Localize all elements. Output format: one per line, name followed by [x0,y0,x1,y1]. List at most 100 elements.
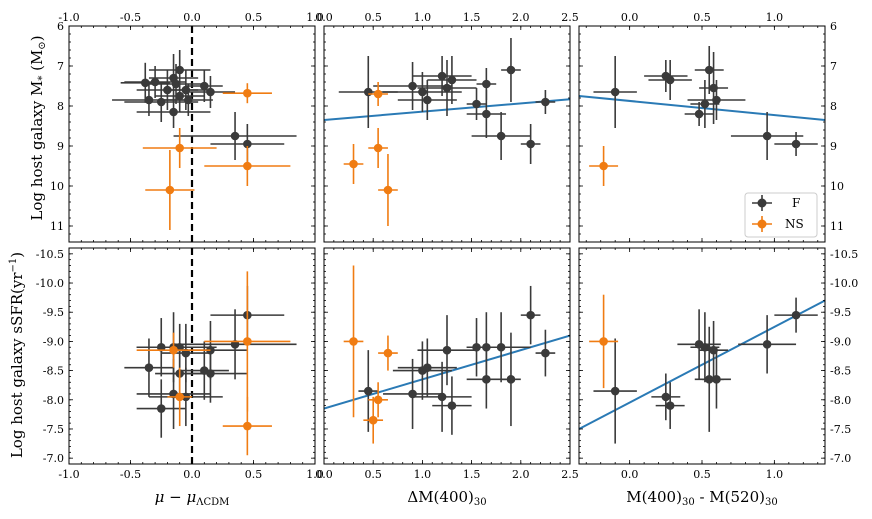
y-tick-label: -8.0 [43,394,64,407]
x-tick-label-top: -0.5 [120,11,141,24]
x-tick-label: 1.5 [463,468,481,481]
point-NS [243,88,252,98]
panel-frame [323,25,571,243]
point-F [541,97,550,107]
point-F [661,392,671,402]
panel-bottom-middle: 0.0 0.5 1.0 1.5 2.0 2.5 [315,247,579,481]
plot-area [579,46,825,186]
panel-bottom-left: -1.0 -0.5 0.0 0.5 1.0 -10.5 -10.0 -9.5 -9.0 -8.5 -… [36,247,324,481]
x-axis-label-col2: ΔM(400)30 [407,488,486,508]
point-F [140,78,150,88]
x-tick-label-top: 0.0 [183,11,201,24]
legend-label-NS: NS [785,217,804,231]
point-NS [383,348,393,358]
point-F [184,95,193,105]
y-tick-label-right: 11 [830,220,844,233]
x-tick-label: 2.5 [561,468,579,481]
x-tick-label-top: 2.0 [512,11,530,24]
point-F [442,83,452,93]
point-NS [243,421,252,431]
x-tick-label: 1.0 [306,468,324,481]
x-tick-label: 0.0 [315,468,333,481]
point-F [408,81,417,91]
x-tick-label: 0.0 [621,468,639,481]
point-F [144,363,154,372]
x-tick-label: -1.0 [58,468,79,481]
point-F [791,310,801,320]
plot-area [579,294,825,444]
point-F [482,109,491,119]
point-NS [243,337,252,346]
panel-top-left: -1.0 -0.5 0.0 0.5 1.0 6 7 8 9 10 11 [50,11,324,243]
x-tick-label-top: 0.0 [621,11,639,24]
x-tick-label-top: 1.0 [414,11,432,24]
panel-frame [578,247,826,465]
point-NS [373,395,383,405]
point-F [610,87,620,97]
point-F [526,139,535,149]
panel-frame [578,25,826,243]
point-F [144,95,154,105]
x-tick-label: 0.5 [364,468,382,481]
point-F [762,131,772,141]
point-F [175,91,184,101]
y-tick-label-right: 10 [830,180,844,193]
point-F [437,71,447,81]
point-F [704,65,714,75]
y-tick-label-right: 6 [830,20,837,33]
x-tick-label: 0.0 [183,468,201,481]
point-NS [599,337,608,346]
y-tick-label: 6 [57,20,64,33]
point-NS [175,143,184,153]
y-tick-label: -7.5 [43,423,64,436]
y-tick-label: -9.0 [43,335,64,348]
point-NS [373,89,383,99]
panel-bottom-right: 0.0 0.5 1.0 -10.5 -10.0 -9.5 -9.0 -8.5 -8.0 -7.5 -… [578,247,858,481]
y-tick-label: -8.5 [43,365,64,378]
point-F [526,310,535,320]
legend: F NS [744,192,818,238]
y-tick-label-right: -8.5 [830,365,851,378]
point-F [482,79,491,89]
x-tick-label-top: 0.0 [315,11,333,24]
x-tick-label: 2.0 [512,468,530,481]
legend-marker-NS [757,219,767,229]
point-F [206,87,215,97]
point-F [447,75,457,85]
point-NS [383,185,393,195]
y-tick-label-right: -10.5 [830,248,858,261]
legend-frame [744,192,818,238]
point-NS [243,161,252,171]
point-F [169,107,178,117]
point-F [791,139,801,149]
point-NS [373,143,383,153]
panel-frame [323,247,571,465]
panel-frame [68,247,316,465]
point-NS [349,159,358,169]
x-tick-label-top: 0.5 [245,11,263,24]
point-F [230,131,240,141]
point-F [363,386,373,396]
point-F [423,95,432,105]
plot-area [124,248,297,464]
x-axis-label-col1: μ − μΛCDM [155,488,230,508]
point-NS [599,161,608,171]
point-F [363,87,373,97]
legend-item-NS: NS [752,216,804,232]
y-tick-label: 11 [50,220,64,233]
point-F [506,375,516,384]
x-tick-label-top: 0.5 [364,11,382,24]
y-tick-label: -10.5 [36,248,64,261]
y-tick-label-right: -9.0 [830,335,851,348]
legend-item-F: F [752,195,800,211]
y-tick-label-right: -8.0 [830,394,851,407]
legend-label-F: F [792,196,800,210]
x-tick-label-top: 1.0 [766,11,784,24]
y-tick-label-right: 7 [830,60,837,73]
point-F [496,131,506,141]
point-F [712,375,721,384]
point-F [150,77,160,87]
x-axis-label-col3: M(400)30 - M(520)30 [626,488,777,508]
point-F [665,401,675,410]
